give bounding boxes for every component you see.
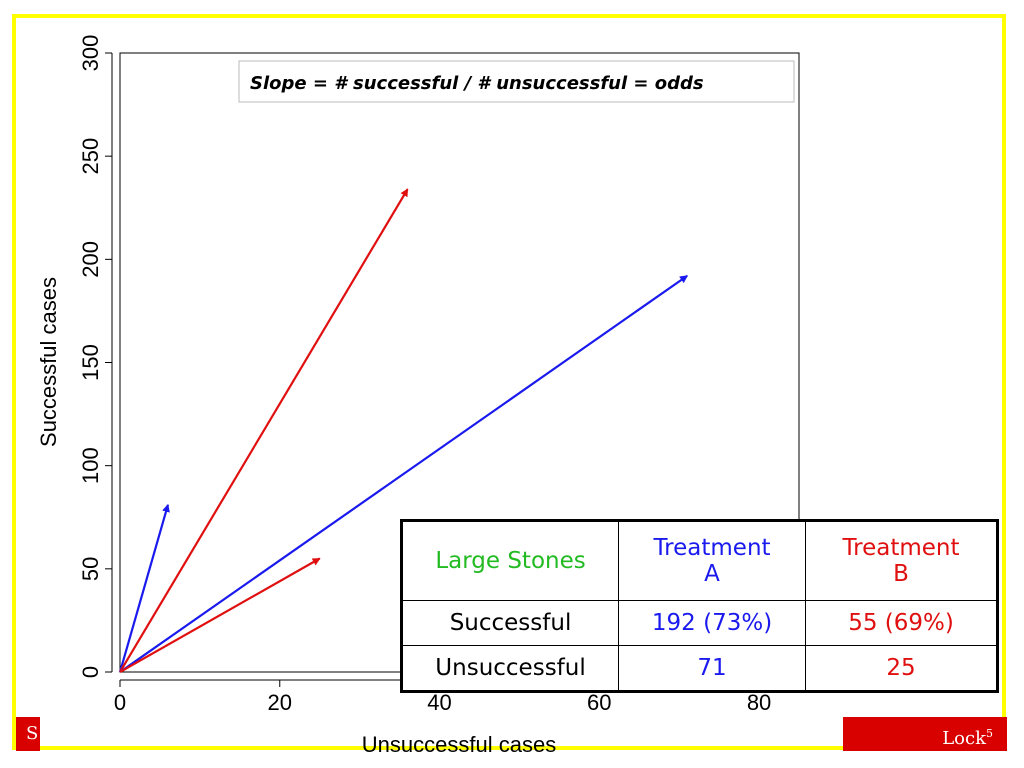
unsuccessful-b-value: 25 (805, 645, 998, 692)
treatment-b-line2: B (893, 561, 909, 587)
y-tick-label: 250 (78, 138, 103, 175)
treatment-b-header: Treatment B (805, 520, 998, 601)
x-tick-label: 60 (587, 690, 611, 715)
treatment-a-header: Treatment A (618, 520, 807, 601)
row-label-successful: Successful (400, 600, 620, 646)
row-label-unsuccessful: Unsuccessful (400, 645, 620, 692)
vector-arrow-4 (119, 557, 321, 673)
y-axis-label: Successful cases (36, 277, 61, 447)
x-tick-label: 80 (747, 690, 771, 715)
y-tick-label: 150 (78, 344, 103, 381)
table-row: Unsuccessful 71 25 (400, 645, 998, 692)
x-tick-label: 0 (114, 690, 126, 715)
footer-right-bar: Lock5 (843, 717, 1007, 751)
vector-arrow-1 (118, 503, 170, 673)
successful-a-value: 192 (73%) (618, 600, 807, 646)
y-tick-label: 200 (78, 241, 103, 278)
table-corner-label: Large Stones (400, 520, 620, 601)
annotation-box (238, 60, 795, 103)
y-tick-label: 50 (78, 557, 103, 581)
slope-annotation: Slope = # successful / # unsuccessful = … (238, 60, 795, 103)
vector-arrow-3 (119, 274, 688, 673)
x-tick-label: 20 (268, 690, 292, 715)
slide-frame (12, 14, 1006, 750)
annotation-text: Slope = # successful / # unsuccessful = … (250, 73, 704, 94)
table-row: Successful 192 (73%) 55 (69%) (400, 600, 998, 646)
footer-credit-sup: 5 (986, 727, 993, 740)
y-tick-label: 300 (78, 35, 103, 72)
footer-left-text: S (26, 723, 39, 744)
treatment-a-line1: Treatment (653, 535, 771, 561)
y-tick-label: 100 (78, 447, 103, 484)
table-corner-text: Large Stones (435, 548, 586, 574)
footer-left-bar: S (16, 717, 40, 751)
y-tick-label: 0 (78, 666, 103, 678)
vector-arrow-2 (119, 188, 409, 673)
treatment-a-line2: A (704, 561, 720, 587)
vectors (118, 188, 688, 673)
y-axis: 0 50 100 150 200 250 300 (78, 35, 113, 678)
large-stones-table: Large Stones Treatment A Treatment B Succe… (400, 519, 999, 693)
x-axis: 0 20 40 60 80 (114, 679, 771, 715)
footer-credit: Lock (942, 728, 986, 749)
unsuccessful-a-value: 71 (618, 645, 807, 692)
successful-b-value: 55 (69%) (805, 600, 998, 646)
treatment-b-line1: Treatment (842, 535, 960, 561)
x-axis-label: Unsuccessful cases (362, 732, 556, 757)
table-header-row: Large Stones Treatment A Treatment B (400, 520, 998, 601)
x-tick-label: 40 (427, 690, 451, 715)
